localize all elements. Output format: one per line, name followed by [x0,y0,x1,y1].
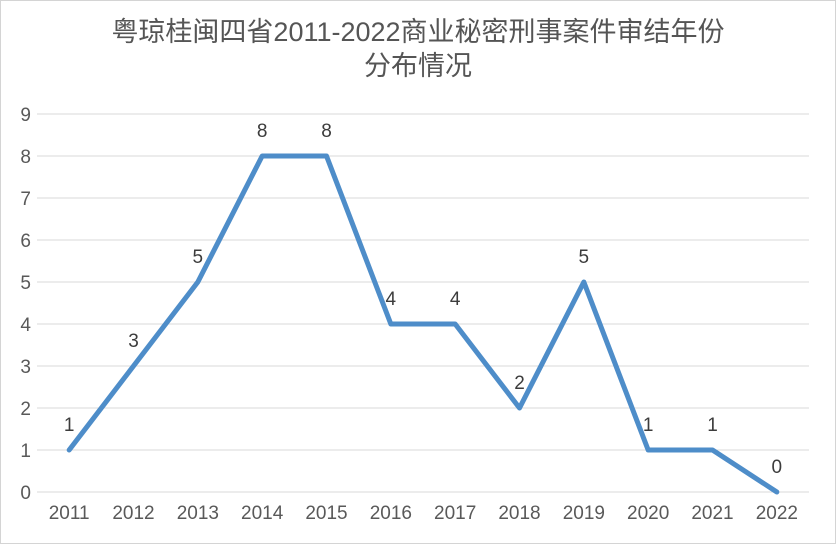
x-axis-tick-label: 2019 [563,503,605,524]
data-point-label: 2 [514,373,525,394]
data-point-label: 8 [321,121,332,142]
data-point-label: 4 [450,289,461,310]
data-point-label: 1 [643,415,654,436]
chart-title-line1: 粤琼桂闽四省2011-2022商业秘密刑事案件审结年份 [111,17,725,47]
data-point-label: 1 [707,415,718,436]
x-axis-tick-label: 2012 [112,503,154,524]
y-axis-tick-label: 3 [20,357,31,378]
y-axis-tick-label: 9 [20,105,31,126]
x-axis-tick-label: 2016 [370,503,412,524]
series-line [66,153,780,495]
y-axis-tick-label: 7 [20,189,31,210]
y-axis-tick-label: 0 [20,483,31,504]
data-point-label: 3 [128,331,139,352]
y-axis-tick-label: 8 [20,147,31,168]
x-axis-tick-label: 2021 [691,503,733,524]
data-point-label: 5 [193,247,204,268]
x-axis-tick-label: 2017 [434,503,476,524]
y-axis-tick-label: 2 [20,399,31,420]
data-point-label: 1 [64,415,75,436]
data-point-label: 8 [257,121,268,142]
y-axis-tick-label: 1 [20,441,31,462]
y-axis-tick-label: 4 [20,315,31,336]
data-point-label: 0 [772,457,783,478]
data-point-label: 5 [579,247,590,268]
data-point-label: 4 [386,289,397,310]
x-axis-tick-label: 2015 [305,503,347,524]
chart-title: 粤琼桂闽四省2011-2022商业秘密刑事案件审结年份 分布情况 [1,15,835,83]
x-axis-tick-label: 2013 [177,503,219,524]
x-axis-tick-label: 2022 [756,503,798,524]
chart-title-line2: 分布情况 [364,51,472,81]
y-axis-tick-label: 6 [20,231,31,252]
y-axis-tick-label: 5 [20,273,31,294]
x-axis-tick-label: 2020 [627,503,669,524]
x-axis-tick-label: 2018 [498,503,540,524]
x-axis-tick-label: 2014 [241,503,284,524]
x-axis-tick-label: 2011 [49,503,90,524]
